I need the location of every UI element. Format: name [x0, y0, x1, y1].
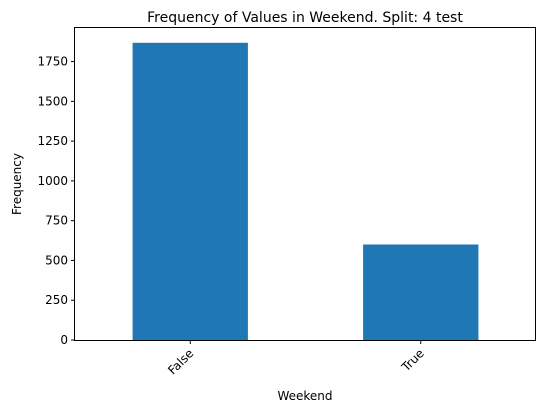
x-tick-label: True [398, 346, 427, 375]
y-tick-label: 1750 [37, 55, 68, 69]
y-tick-label: 250 [45, 293, 68, 307]
y-tick-label: 1250 [37, 134, 68, 148]
y-tick-label: 1500 [37, 94, 68, 108]
bars-layer [132, 42, 479, 341]
chart-title: Frequency of Values in Weekend. Split: 4… [147, 10, 463, 26]
bar-false [132, 42, 248, 341]
x-axis-label: Weekend [277, 389, 332, 403]
plot-area-frame [74, 27, 536, 341]
y-axis-label: Frequency [10, 153, 24, 215]
bar-true [363, 244, 479, 340]
x-tick-label: False [165, 346, 196, 377]
y-tick-label: 500 [45, 253, 68, 267]
y-tick-label: 750 [45, 214, 68, 228]
y-tick-label: 0 [60, 333, 68, 347]
y-tick-label: 1000 [37, 174, 68, 188]
